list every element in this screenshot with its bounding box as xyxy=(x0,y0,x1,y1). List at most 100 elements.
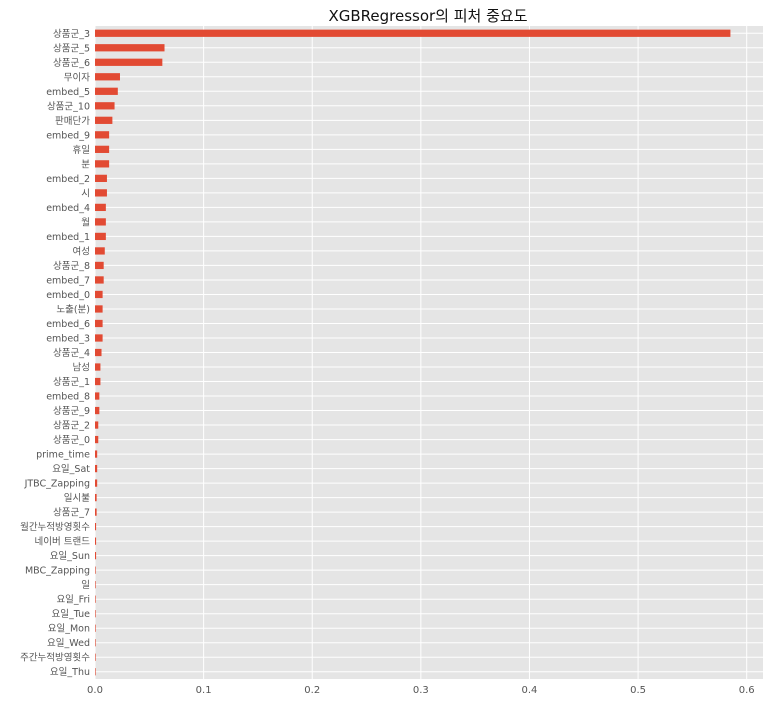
bar xyxy=(95,348,102,357)
y-tick-label: 판매단가 xyxy=(55,116,90,127)
y-tick-label: 상품군_8 xyxy=(53,261,90,272)
bar xyxy=(95,131,110,139)
bar xyxy=(95,189,107,197)
y-tick-label: 상품군_7 xyxy=(53,508,90,519)
bar xyxy=(95,218,106,226)
y-tick-label: embed_5 xyxy=(46,87,90,98)
bar xyxy=(95,493,97,502)
bar xyxy=(95,450,98,458)
bar xyxy=(95,464,98,473)
y-tick-label: embed_2 xyxy=(46,174,90,185)
y-tick-label: 요일_Mon xyxy=(48,624,90,635)
y-tick-label: 일 xyxy=(81,580,90,591)
y-tick-label: 무이자 xyxy=(64,72,90,83)
y-tick-label: 네이버 트랜드 xyxy=(35,537,91,548)
x-tick-labels: 0.0 0.1 0.2 0.3 0.4 0.5 0.6 xyxy=(87,685,755,696)
bar xyxy=(95,610,96,618)
y-tick-label: 월 xyxy=(81,216,90,228)
y-tick-label: embed_0 xyxy=(46,290,90,301)
bar xyxy=(95,305,103,313)
y-tick-label: 상품군_0 xyxy=(53,435,90,446)
x-tick-label: 0.3 xyxy=(413,685,429,696)
bar xyxy=(95,261,104,270)
y-tick-label: 요일_Thu xyxy=(50,667,90,678)
bar xyxy=(95,363,101,371)
bar xyxy=(95,668,96,676)
y-tick-label: 요일_Tue xyxy=(52,609,91,620)
bar xyxy=(95,87,118,95)
y-tick-label: 상품군_6 xyxy=(53,58,90,69)
y-tick-label: 월간누적방영횟수 xyxy=(20,521,90,533)
y-tick-label: 상품군_3 xyxy=(53,29,90,40)
y-tick-label: 상품군_4 xyxy=(53,348,90,359)
bar xyxy=(95,290,103,299)
y-tick-label: 상품군_5 xyxy=(53,43,90,54)
bar xyxy=(95,145,110,153)
grid-lines xyxy=(94,26,763,679)
x-tick-label: 0.5 xyxy=(630,685,646,696)
y-tick-label: 상품군_10 xyxy=(47,101,90,112)
bar xyxy=(95,247,105,255)
bar xyxy=(95,566,96,574)
bar xyxy=(95,508,97,516)
y-tick-label: embed_8 xyxy=(46,392,90,403)
x-tick-label: 0.0 xyxy=(87,685,103,696)
bar xyxy=(95,377,101,386)
bar xyxy=(95,624,96,632)
bar xyxy=(95,479,98,487)
bar xyxy=(95,435,99,444)
bar xyxy=(95,334,103,342)
y-tick-label: 요일_Wed xyxy=(47,638,90,649)
y-tick-label: 요일_Fri xyxy=(56,595,90,606)
y-tick-label: embed_9 xyxy=(46,130,90,141)
y-tick-label: JTBC_Zapping xyxy=(24,479,90,490)
bar xyxy=(95,73,120,81)
x-tick-label: 0.4 xyxy=(522,685,538,696)
bar xyxy=(95,160,110,168)
bar xyxy=(95,537,97,545)
y-tick-label: embed_7 xyxy=(46,275,90,286)
bar xyxy=(95,653,96,661)
y-tick-label: MBC_Zapping xyxy=(25,566,90,577)
bar xyxy=(95,421,99,429)
y-tick-label: embed_4 xyxy=(46,203,90,214)
bar xyxy=(95,102,115,110)
bar xyxy=(95,552,97,560)
y-tick-label: 남성 xyxy=(73,363,90,374)
bar xyxy=(95,406,100,415)
x-tick-label: 0.1 xyxy=(196,685,212,696)
bar xyxy=(95,116,113,124)
chart-title: XGBRegressor의 피처 중요도 xyxy=(328,7,527,25)
y-tick-label: 여성 xyxy=(73,245,90,257)
y-tick-label: embed_1 xyxy=(46,232,90,243)
bar xyxy=(95,523,97,531)
y-tick-label: 상품군_1 xyxy=(53,377,90,388)
x-tick-label: 0.2 xyxy=(304,685,320,696)
bar xyxy=(95,639,96,647)
bar xyxy=(95,392,100,400)
bar xyxy=(95,319,103,328)
bar xyxy=(95,203,106,212)
y-tick-label: 요일_Sun xyxy=(50,551,90,562)
x-tick-label: 0.6 xyxy=(739,685,755,696)
y-tick-label: embed_3 xyxy=(46,333,90,344)
y-tick-label: 휴일 xyxy=(73,145,90,156)
bar xyxy=(95,174,107,182)
bar xyxy=(95,581,96,589)
y-tick-label: 일시불 xyxy=(64,493,90,504)
y-tick-labels: 상품군_3 상품군_5 상품군_6 무이자 embed_5 상품군_10 판매단가 embed… xyxy=(20,29,90,678)
y-tick-label: 분 xyxy=(81,159,90,170)
y-tick-label: 상품군_2 xyxy=(53,421,90,432)
bar xyxy=(95,29,731,37)
y-tick-label: 요일_Sat xyxy=(52,464,90,475)
bar xyxy=(95,44,165,52)
y-tick-label: embed_6 xyxy=(46,319,90,330)
bar xyxy=(95,232,106,241)
bar xyxy=(95,276,104,284)
y-tick-label: 노출(분) xyxy=(56,304,90,315)
y-tick-label: 상품군_9 xyxy=(53,406,90,417)
bar xyxy=(95,58,163,66)
y-tick-label: prime_time xyxy=(36,450,90,461)
bar xyxy=(95,595,96,603)
